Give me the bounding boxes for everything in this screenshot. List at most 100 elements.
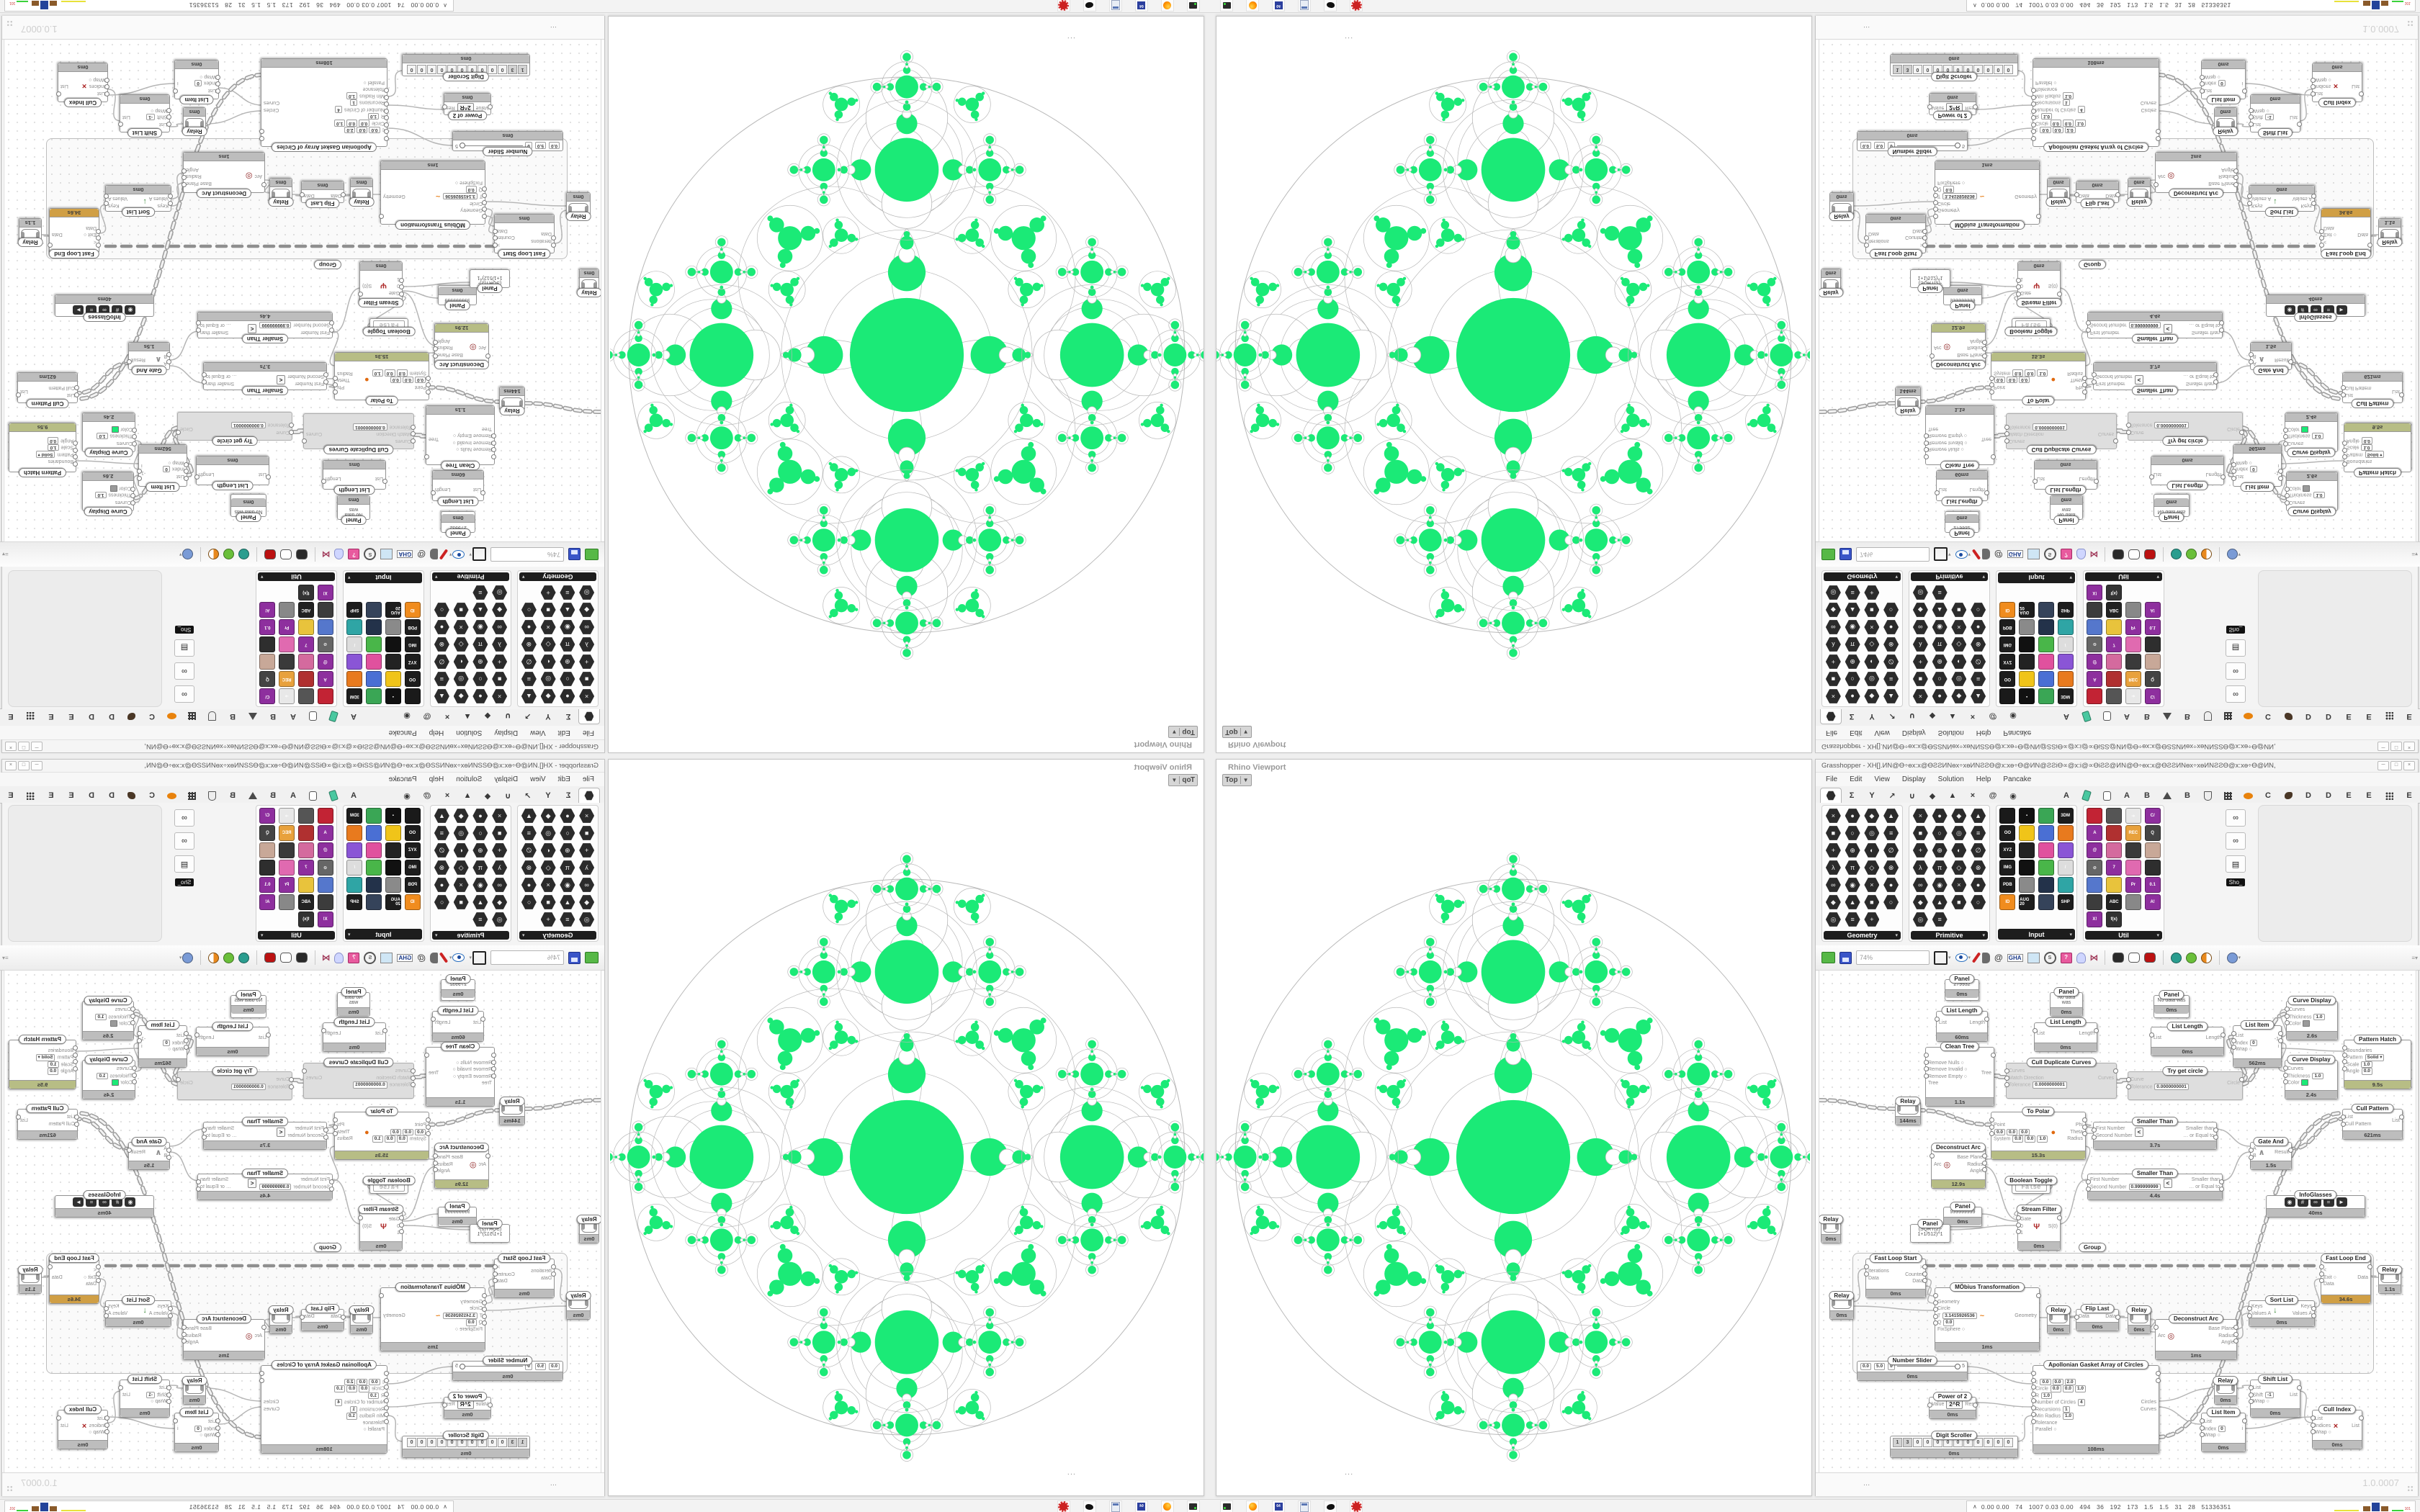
input-port[interactable] xyxy=(266,1032,271,1038)
tray-settings-red-icon[interactable] xyxy=(1057,1500,1070,1512)
input-port[interactable] xyxy=(1924,1059,1929,1065)
input-port[interactable] xyxy=(2249,1399,2254,1404)
primitive-component-icon[interactable]: π xyxy=(1932,860,1948,875)
geometry-component-icon[interactable]: ◇ xyxy=(541,860,556,876)
util-component-icon[interactable] xyxy=(2106,654,2123,670)
geometry-component-icon[interactable]: ∅ xyxy=(1883,843,1899,858)
close-button[interactable]: × xyxy=(5,742,17,751)
primitive-component-icon[interactable]: × xyxy=(1912,809,1928,823)
input-port[interactable] xyxy=(74,392,79,397)
chevron-up-icon[interactable]: ∧ xyxy=(1973,2,1977,9)
digit-cell[interactable]: 1 xyxy=(518,1438,527,1447)
input-port[interactable] xyxy=(289,1077,294,1082)
input-port[interactable] xyxy=(1933,1313,1938,1319)
grasshopper-titlebar[interactable]: Grasshopper - XH[].ИN@Ɵ÷ɵx:x@ƟƧƧИNɵx÷xɵИ… xyxy=(1816,760,2418,773)
input-port[interactable] xyxy=(2016,292,2021,297)
tray-drive-icon[interactable] xyxy=(1187,0,1200,12)
gh-node-list-length-1[interactable]: List Length List Length 60ms xyxy=(431,470,485,506)
palette-group-label-input[interactable]: Input ▾ xyxy=(345,572,422,583)
output-port[interactable] xyxy=(333,376,338,381)
geometry-component-icon[interactable]: ▲ xyxy=(1845,895,1860,909)
geometry-component-icon[interactable]: π xyxy=(1845,860,1860,875)
primitive-component-icon[interactable]: ≡ xyxy=(1932,912,1948,927)
input-port[interactable] xyxy=(491,1073,496,1079)
input-component-icon[interactable]: OO xyxy=(1999,671,2016,687)
util-component-icon[interactable]: X! xyxy=(2087,585,2103,600)
input-port[interactable] xyxy=(1989,1124,1994,1130)
sho-component-icon[interactable]: ∞ xyxy=(2226,809,2246,827)
tab-plugin-hex-outline[interactable] xyxy=(2097,709,2117,724)
digit-cell[interactable]: 3 xyxy=(508,65,517,74)
primitive-component-icon[interactable]: + xyxy=(1912,843,1928,858)
primitive-component-icon[interactable]: ◆ xyxy=(1913,602,1928,618)
input-port[interactable] xyxy=(215,75,220,80)
input-port[interactable] xyxy=(2004,438,2009,444)
primitive-component-icon[interactable]: ▲ xyxy=(472,894,488,910)
output-port[interactable] xyxy=(493,1264,498,1269)
input-port[interactable] xyxy=(73,1066,78,1071)
tab-transform[interactable]: @ xyxy=(1989,712,1997,721)
digit-cell[interactable]: 0 xyxy=(488,65,497,74)
output-port[interactable] xyxy=(2233,1325,2238,1330)
primitive-component-icon[interactable]: ● xyxy=(434,877,449,893)
input-port[interactable] xyxy=(261,182,266,187)
input-port[interactable] xyxy=(2200,89,2205,94)
input-component-icon[interactable]: XYZ xyxy=(1999,654,2016,670)
output-port[interactable] xyxy=(1991,1053,1996,1058)
output-port[interactable] xyxy=(2115,192,2120,197)
input-component-icon[interactable] xyxy=(2019,619,2035,635)
output-port[interactable] xyxy=(182,1338,187,1344)
output-port[interactable] xyxy=(1973,1403,1978,1408)
geometry-component-icon[interactable]: ∅ xyxy=(1883,654,1899,670)
menu-item-edit[interactable]: Edit xyxy=(557,775,570,783)
chevron-up-icon[interactable]: ∧ xyxy=(443,2,447,9)
gh-node-try-get-circle[interactable]: Try get circle Curve Tolerance 0.000000000… xyxy=(176,1066,294,1100)
input-port[interactable] xyxy=(2154,182,2159,187)
input-port[interactable] xyxy=(2319,229,2324,234)
gh-node-number-slider[interactable]: Number Slider 0.0 5.0 0 5 0ms xyxy=(452,131,563,156)
input-port[interactable] xyxy=(426,1124,431,1130)
input-component-icon[interactable] xyxy=(385,825,401,841)
geometry-component-icon[interactable]: ■ xyxy=(579,825,594,841)
gh-node-relay-4[interactable]: Relay 0ms xyxy=(268,178,294,207)
geometry-component-icon[interactable]: ◐ xyxy=(1864,654,1879,670)
input-port[interactable] xyxy=(482,186,487,192)
output-port[interactable] xyxy=(2278,1031,2283,1036)
input-port[interactable] xyxy=(2004,425,2009,430)
tab-plugin-a1[interactable]: A xyxy=(351,712,357,721)
map-icon[interactable] xyxy=(2027,952,2040,963)
input-port[interactable] xyxy=(104,91,109,96)
input-component-icon[interactable]: PDB xyxy=(404,877,421,893)
gh-node-cull-index[interactable]: Cull Index List Indices Wrap ○ × List 0ms xyxy=(2311,63,2364,107)
primitive-component-icon[interactable]: ⊗ xyxy=(434,860,449,876)
gh-node-pattern-hatch[interactable]: Pattern Hatch Boundaries Pattern Solid ▾ Sc… xyxy=(9,423,78,477)
sketch-pen-icon[interactable] xyxy=(439,952,449,963)
input-port[interactable] xyxy=(1935,490,1940,495)
input-port[interactable] xyxy=(2249,1385,2254,1390)
output-port[interactable] xyxy=(2113,1068,2118,1074)
primitive-component-icon[interactable]: ◉ xyxy=(472,619,488,635)
hints-bulb-icon[interactable] xyxy=(334,549,344,560)
geometry-component-icon[interactable]: ≡ xyxy=(560,912,575,927)
geometry-component-icon[interactable]: ◉ xyxy=(1845,878,1860,892)
tab-maths[interactable]: Σ xyxy=(565,712,571,721)
tab-plugin-dots[interactable] xyxy=(21,788,41,803)
geometry-component-icon[interactable]: ▲ xyxy=(1845,602,1860,618)
tab-plugin-d2[interactable]: D xyxy=(89,791,94,800)
input-component-icon[interactable] xyxy=(346,671,363,687)
util-component-icon[interactable]: C/ xyxy=(2144,688,2161,704)
menu-item-pancake[interactable]: Pancake xyxy=(388,729,417,737)
tab-plugin-e3[interactable]: E xyxy=(2406,791,2412,800)
chevron-down-icon[interactable]: ▼ xyxy=(1171,729,1178,735)
gh-node-fast-loop-end[interactable]: Fast Loop End < Exit ○ Data Data 34.6s xyxy=(48,208,101,258)
geometry-component-icon[interactable]: ◐ xyxy=(541,842,556,858)
output-port[interactable] xyxy=(2219,328,2224,333)
input-port[interactable] xyxy=(488,104,493,109)
output-port[interactable] xyxy=(194,474,200,480)
menu-item-display[interactable]: Display xyxy=(1901,729,1926,737)
input-port[interactable] xyxy=(2342,1045,2347,1050)
input-component-icon[interactable] xyxy=(366,602,382,618)
preview-shaded-icon[interactable] xyxy=(2143,953,2156,963)
